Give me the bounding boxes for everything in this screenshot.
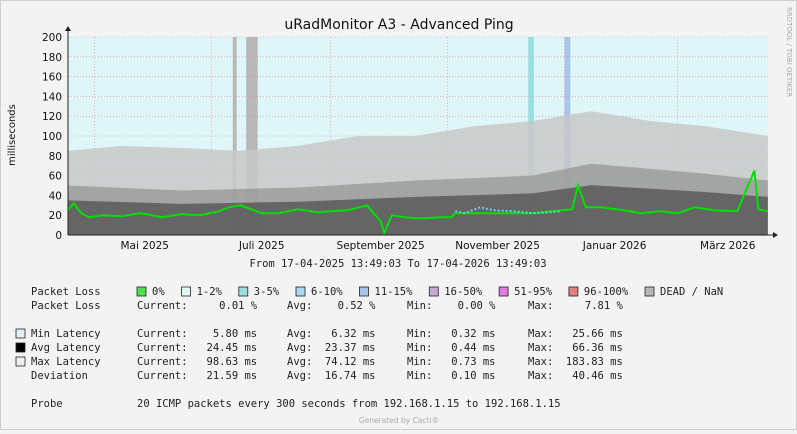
stat-min: Min: 0.00 % <box>407 300 496 312</box>
stat-label: Min Latency <box>31 328 101 340</box>
loss-color-swatch <box>295 286 306 297</box>
cacti-footer: Generated by Cacti® <box>359 416 439 425</box>
rrdtool-watermark: RRDTOOL / TOBI OETIKER <box>785 7 793 97</box>
loss-color-swatch <box>181 286 192 297</box>
y-tick-label: 0 <box>55 230 62 242</box>
stat-max: Max: 25.66 ms <box>528 328 623 340</box>
stat-min: Min: 0.10 ms <box>407 370 496 382</box>
loss-color-label: 1-2% <box>197 286 223 298</box>
loss-color-label: DEAD / NaN <box>660 286 723 298</box>
y-tick-label: 100 <box>42 131 62 143</box>
stat-avg: Avg: 74.12 ms <box>287 356 376 368</box>
loss-color-swatch <box>428 286 439 297</box>
packet-loss-colors-label: Packet Loss <box>31 286 101 298</box>
loss-color-swatch <box>498 286 509 297</box>
loss-color-swatch <box>644 286 655 297</box>
y-tick-label: 160 <box>42 72 62 84</box>
x-tick-label: Januar 2026 <box>582 240 647 252</box>
y-axis-arrow <box>65 26 71 31</box>
loss-color-swatch <box>238 286 249 297</box>
stat-min: Min: 0.73 ms <box>407 356 496 368</box>
stat-min: Min: 0.44 ms <box>407 342 496 354</box>
loss-color-label: 16-50% <box>444 286 483 298</box>
x-tick-label: September 2025 <box>337 240 425 252</box>
stat-swatch <box>15 328 26 339</box>
stat-label: Avg Latency <box>31 342 101 354</box>
loss-color-label: 96-100% <box>584 286 629 298</box>
probe-label: Probe <box>31 398 63 410</box>
plot-area: 0 20 40 60 80 100 120 140 160 180 200 Mai 2025 Juli … <box>42 26 778 252</box>
y-tick-label: 120 <box>42 111 62 123</box>
stat-current: Current: 5.80 ms <box>137 328 257 340</box>
stat-avg: Avg: 6.32 ms <box>287 328 376 340</box>
stat-current: Current: 21.59 ms <box>137 370 257 382</box>
y-tick-label: 200 <box>42 32 62 44</box>
x-range-text: From 17-04-2025 13:49:03 To 17-04-2026 1… <box>249 258 546 270</box>
stat-max: Max: 40.46 ms <box>528 370 623 382</box>
y-tick-label: 40 <box>49 190 62 202</box>
chart-title: uRadMonitor A3 - Advanced Ping <box>284 17 513 33</box>
stat-max: Max: 183.83 ms <box>528 356 623 368</box>
y-tick-label: 80 <box>49 151 62 163</box>
stat-current: Current: 98.63 ms <box>137 356 257 368</box>
stat-avg: Avg: 0.52 % <box>287 300 376 312</box>
stat-current: Current: 0.01 % <box>137 300 258 312</box>
loss-color-label: 3-5% <box>254 286 280 298</box>
loss-color-label: 0% <box>152 286 165 298</box>
stat-max: Max: 66.36 ms <box>528 342 623 354</box>
x-tick-label: Juli 2025 <box>238 240 285 252</box>
x-tick-label: November 2025 <box>455 240 540 252</box>
dead-period <box>232 37 237 235</box>
avg-latency-line <box>67 170 769 236</box>
loss-color-label: 51-95% <box>514 286 553 298</box>
stat-swatch <box>15 356 26 367</box>
loss-color-swatch <box>568 286 579 297</box>
probe-text: 20 ICMP packets every 300 seconds from 1… <box>137 398 561 410</box>
y-tick-label: 20 <box>49 210 62 222</box>
x-tick-label: März 2026 <box>700 240 756 252</box>
y-tick-label: 140 <box>42 91 62 103</box>
stat-swatch <box>15 342 26 353</box>
stat-label: Deviation <box>31 370 88 382</box>
loss-color-swatch <box>136 286 147 297</box>
y-tick-label: 180 <box>42 52 62 64</box>
loss-color-label: 11-15% <box>375 286 414 298</box>
avg-latency-missing-line <box>455 206 561 215</box>
loss-color-label: 6-10% <box>311 286 343 298</box>
stat-label: Packet Loss <box>31 300 101 312</box>
stat-min: Min: 0.32 ms <box>407 328 496 340</box>
y-tick-label: 60 <box>49 171 62 183</box>
deviation-inner-area <box>67 185 768 235</box>
loss-color-swatch <box>359 286 369 297</box>
stat-current: Current: 24.45 ms <box>137 342 257 354</box>
legend: Packet Loss 0% 1-2% 3-5% 6-10% 11-15% 16-50% 51… <box>15 286 723 410</box>
x-tick-label: Mai 2025 <box>120 240 168 252</box>
stat-avg: Avg: 23.37 ms <box>287 342 376 354</box>
stat-avg: Avg: 16.74 ms <box>287 370 376 382</box>
y-axis-label: milliseconds <box>7 104 18 166</box>
stat-max: Max: 7.81 % <box>528 300 624 312</box>
stat-label: Max Latency <box>31 356 101 368</box>
x-axis-arrow <box>773 232 778 238</box>
